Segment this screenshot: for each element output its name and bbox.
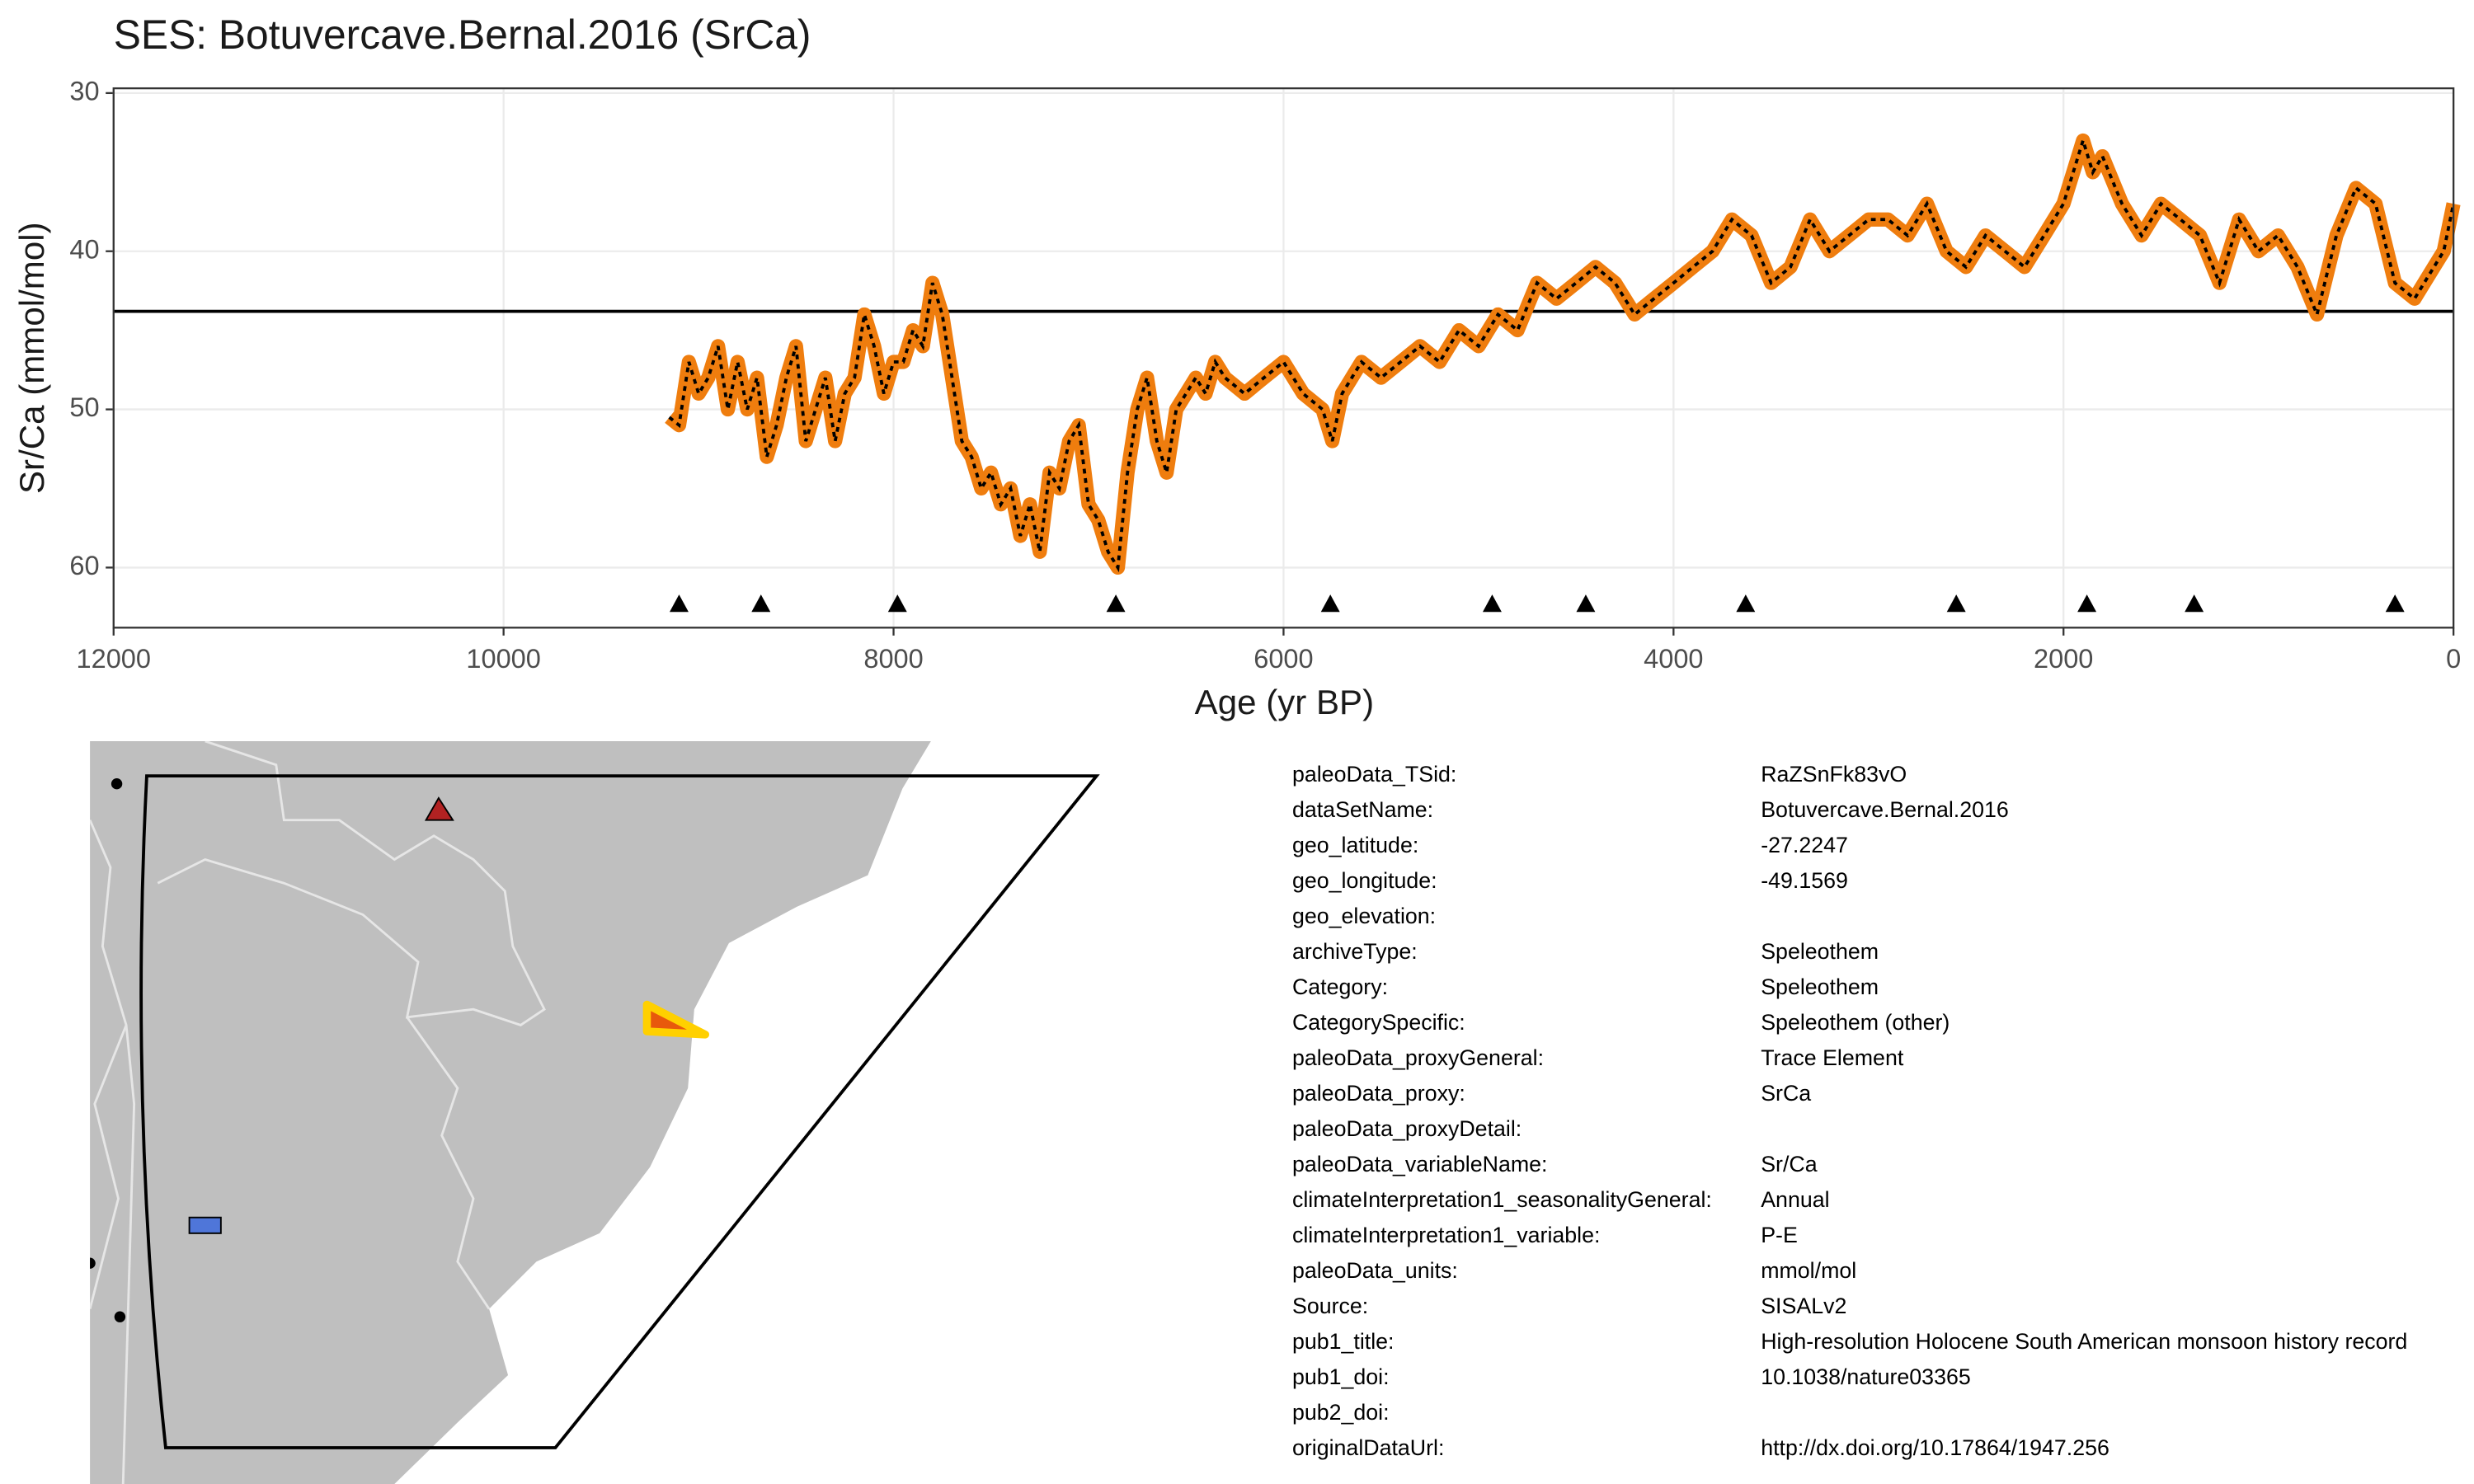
metadata-key: pub1_title: bbox=[1292, 1329, 1395, 1354]
metadata-key: pub1_doi: bbox=[1292, 1364, 1390, 1389]
metadata-value: mmol/mol bbox=[1761, 1258, 1856, 1283]
site-marker bbox=[188, 1216, 222, 1234]
metadata-value: Botuvercave.Bernal.2016 bbox=[1761, 797, 2009, 822]
age-marker bbox=[1736, 594, 1756, 613]
age-marker bbox=[2185, 594, 2204, 613]
map bbox=[90, 741, 1100, 1484]
metadata-value: 10.1038/nature03365 bbox=[1761, 1364, 1971, 1389]
metadata-value: Annual bbox=[1761, 1187, 1829, 1212]
x-tick-label: 4000 bbox=[1644, 644, 1703, 674]
x-tick-label: 6000 bbox=[1253, 644, 1313, 674]
site-marker bbox=[424, 796, 454, 821]
x-axis-title: Age (yr BP) bbox=[1195, 683, 1374, 721]
age-marker bbox=[2385, 594, 2405, 613]
site-dot bbox=[111, 777, 123, 790]
x-tick-label: 8000 bbox=[863, 644, 923, 674]
metadata-key: archiveType: bbox=[1292, 939, 1418, 964]
x-tick-label: 12000 bbox=[77, 644, 151, 674]
metadata-key: pub2_doi: bbox=[1292, 1400, 1390, 1425]
metadata-key: Category: bbox=[1292, 974, 1388, 999]
y-axis-title: Sr/Ca (mmol/mol) bbox=[12, 222, 51, 494]
age-marker bbox=[887, 594, 907, 613]
age-marker bbox=[1576, 594, 1596, 613]
age-marker bbox=[1482, 594, 1502, 613]
metadata-key: paleoData_proxyGeneral: bbox=[1292, 1045, 1544, 1070]
site-dot bbox=[90, 1257, 96, 1269]
metadata-value: Speleothem (other) bbox=[1761, 1010, 1950, 1035]
metadata-value: SrCa bbox=[1761, 1081, 1811, 1106]
metadata-key: paleoData_variableName: bbox=[1292, 1152, 1548, 1176]
metadata-key: paleoData_units: bbox=[1292, 1258, 1458, 1283]
y-tick-label: 40 bbox=[69, 234, 99, 264]
metadata-key: climateInterpretation1_seasonalityGenera… bbox=[1292, 1187, 1712, 1212]
metadata-key: Source: bbox=[1292, 1294, 1368, 1318]
plot: 30 40 50 60 12000 10000 8000 6000 4000 2000 0 bbox=[69, 76, 2461, 674]
y-tick-label: 60 bbox=[69, 551, 99, 580]
border bbox=[121, 1025, 136, 1484]
metadata-value: Sr/Ca bbox=[1761, 1152, 1818, 1176]
metadata-value: P-E bbox=[1761, 1223, 1798, 1247]
metadata-table: paleoData_TSid: RaZSnFk83vO dataSetName: Bo… bbox=[1292, 762, 2407, 1460]
chart-title: SES: Botuvercave.Bernal.2016 (SrCa) bbox=[114, 12, 811, 58]
age-marker bbox=[1946, 594, 1966, 613]
metadata-key: paleoData_proxyDetail: bbox=[1292, 1116, 1522, 1141]
metadata-key: originalDataUrl: bbox=[1292, 1435, 1444, 1460]
region-outline bbox=[139, 774, 1100, 1449]
plot-border bbox=[112, 87, 2455, 629]
metadata-key: climateInterpretation1_variable: bbox=[1292, 1223, 1600, 1247]
metadata-value: SISALv2 bbox=[1761, 1294, 1846, 1318]
metadata-key: geo_latitude: bbox=[1292, 833, 1418, 857]
site-dot bbox=[114, 1311, 126, 1322]
metadata-key: geo_longitude: bbox=[1292, 868, 1437, 893]
metadata-value: RaZSnFk83vO bbox=[1761, 762, 1907, 787]
metadata-value: http://dx.doi.org/10.17864/1947.256 bbox=[1761, 1435, 2109, 1460]
y-tick-label: 30 bbox=[69, 76, 99, 106]
metadata-value: High-resolution Holocene South American … bbox=[1761, 1329, 2407, 1354]
age-marker bbox=[1106, 594, 1126, 613]
data-line-dash bbox=[668, 134, 2456, 573]
age-marker bbox=[1320, 594, 1340, 613]
metadata-key: CategorySpecific: bbox=[1292, 1010, 1465, 1035]
metadata-key: paleoData_TSid: bbox=[1292, 762, 1456, 787]
metadata-value: -49.1569 bbox=[1761, 868, 1848, 893]
age-marker bbox=[669, 594, 689, 613]
border bbox=[157, 741, 546, 1026]
x-tick-label: 2000 bbox=[2034, 644, 2093, 674]
metadata-key: paleoData_proxy: bbox=[1292, 1081, 1465, 1106]
selected-site bbox=[642, 1000, 710, 1039]
x-tick-label: 10000 bbox=[466, 644, 540, 674]
age-marker bbox=[751, 594, 771, 613]
metadata-key: dataSetName: bbox=[1292, 797, 1433, 822]
age-marker bbox=[2077, 594, 2097, 613]
metadata-value: Speleothem bbox=[1761, 974, 1879, 999]
metadata-value: Speleothem bbox=[1761, 939, 1879, 964]
metadata-value: -27.2247 bbox=[1761, 833, 1848, 857]
border bbox=[406, 1016, 491, 1310]
metadata-value: Trace Element bbox=[1761, 1045, 1904, 1070]
y-tick-label: 50 bbox=[69, 392, 99, 422]
x-tick-label: 0 bbox=[2446, 644, 2461, 674]
metadata-key: geo_elevation: bbox=[1292, 904, 1436, 928]
land bbox=[90, 741, 931, 1484]
